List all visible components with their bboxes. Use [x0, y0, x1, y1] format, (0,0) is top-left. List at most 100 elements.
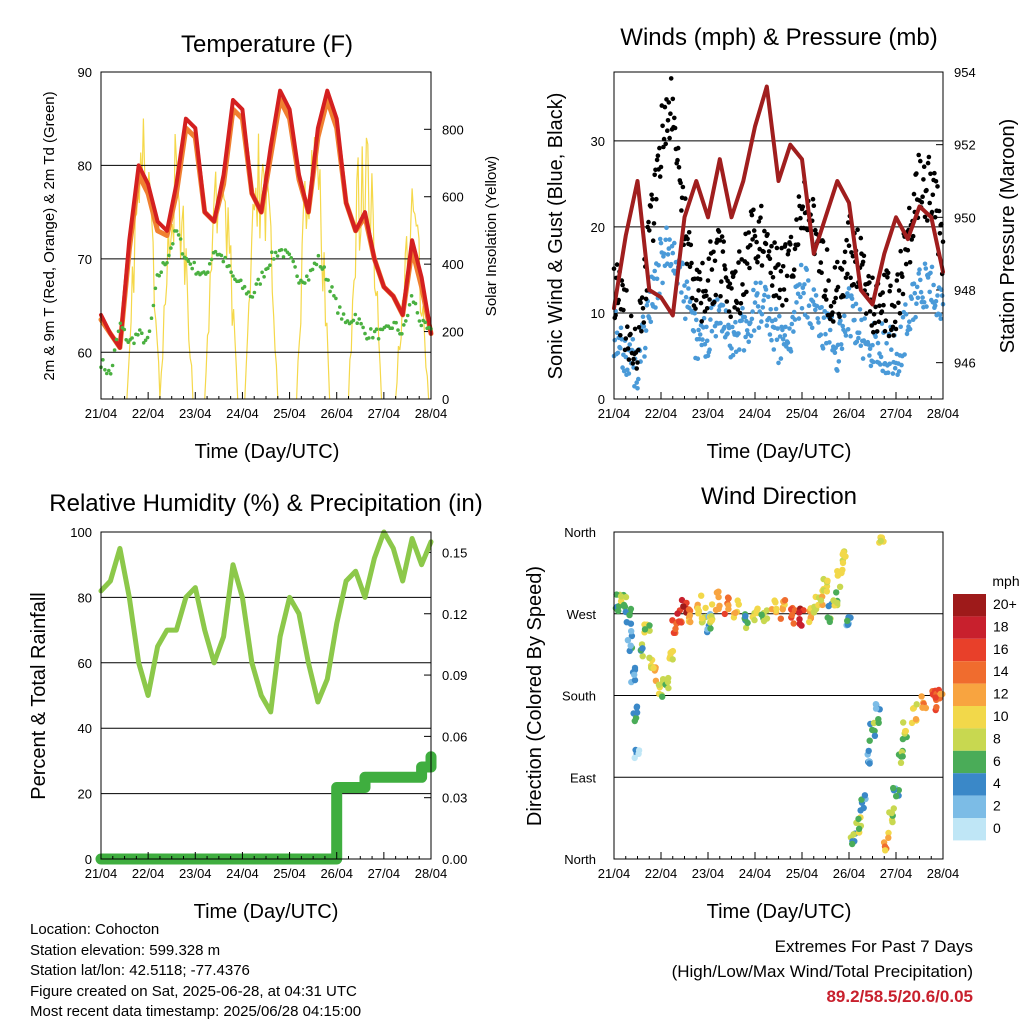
wind-point: [653, 305, 658, 310]
dewpoint-point: [396, 328, 400, 332]
dewpoint-point: [219, 253, 224, 258]
solar-insolation-line: [204, 171, 239, 400]
direction-point: [897, 759, 905, 766]
wind-point: [620, 365, 625, 370]
direction-point: [860, 804, 867, 812]
wind-point: [737, 347, 742, 352]
direction-point: [902, 728, 909, 735]
rh-chart-title: Relative Humidity (%) & Precipitation (i…: [49, 490, 482, 517]
direction-point: [631, 676, 639, 684]
direction-point: [773, 605, 780, 613]
x-tick-label: 26/04: [833, 406, 866, 421]
dewpoint-point: [330, 285, 334, 289]
gust-point: [867, 280, 872, 285]
wind-point: [819, 305, 824, 310]
gust-point: [632, 326, 638, 332]
gust-point: [649, 192, 654, 198]
y2-tick-label: 200: [442, 325, 464, 340]
wind-point: [694, 317, 699, 323]
direction-point: [628, 628, 635, 635]
gust-point: [722, 263, 727, 268]
x-tick-label: 25/04: [273, 866, 306, 881]
wind-point: [885, 370, 891, 376]
gust-point: [835, 259, 840, 265]
wind-point: [898, 324, 903, 330]
gust-point: [886, 333, 892, 339]
direction-point: [861, 792, 869, 799]
direction-point: [807, 613, 815, 621]
direction-point: [633, 709, 641, 716]
gust-point: [712, 299, 717, 305]
direction-point: [918, 693, 925, 700]
gust-point: [705, 278, 711, 283]
legend-swatch: [953, 706, 986, 729]
dewpoint-point: [256, 277, 261, 282]
gust-point: [848, 275, 853, 281]
gust-point: [655, 153, 661, 158]
wind-point: [756, 325, 762, 331]
dewpoint-point: [351, 318, 356, 323]
dewpoint-point: [167, 253, 171, 258]
gust-point: [718, 294, 723, 299]
wind-point: [931, 282, 936, 288]
wind-point: [846, 286, 852, 291]
dewpoint-point: [180, 252, 185, 256]
legend-label: 8: [993, 730, 1001, 746]
temp-chart-title: Temperature (F): [181, 31, 353, 58]
wind-point: [875, 340, 881, 346]
gust-point: [855, 227, 860, 233]
y-tick-label: 10: [591, 306, 605, 321]
gust-point: [844, 237, 849, 243]
direction-point: [659, 693, 666, 700]
wind-point: [750, 309, 755, 314]
wind-point: [744, 318, 749, 324]
gust-point: [625, 346, 631, 351]
y-tick-label: 60: [78, 656, 92, 671]
direction-point: [849, 840, 856, 848]
dewpoint-point: [227, 264, 231, 268]
direction-point: [635, 747, 643, 754]
gust-point: [794, 217, 799, 222]
dewpoint-point: [112, 348, 117, 352]
wind-point: [741, 348, 747, 353]
gust-point: [896, 300, 901, 306]
wind-point: [842, 329, 848, 335]
gust-point: [660, 123, 665, 129]
station-location: Location: Cohocton: [30, 921, 160, 938]
wind-point: [866, 342, 871, 347]
legend-label: 0: [993, 820, 1001, 836]
wind-point: [708, 317, 713, 322]
direction-point: [823, 588, 831, 595]
y-tick-label: 20: [591, 220, 605, 235]
gust-point: [657, 174, 663, 179]
y-tick-label: 20: [78, 787, 92, 802]
wind-point: [739, 318, 744, 323]
wind-point: [642, 354, 647, 359]
dewpoint-point: [186, 259, 191, 264]
wind-point: [749, 316, 755, 322]
wind-point: [635, 386, 640, 391]
gust-point: [823, 288, 828, 293]
legend-label: 10: [993, 708, 1009, 724]
wind-y-label: Sonic Wind & Gust (Blue, Black): [545, 93, 567, 380]
wind-point: [836, 359, 842, 364]
wind-point: [769, 337, 774, 343]
wind-point: [838, 318, 843, 324]
wind-point: [792, 317, 798, 322]
wind-point: [634, 380, 639, 385]
direction-point: [669, 647, 677, 655]
direction-point: [771, 597, 778, 604]
gust-point: [732, 305, 737, 310]
gust-point: [850, 253, 856, 259]
dewpoint-point: [171, 242, 175, 246]
direction-point: [885, 829, 892, 837]
dewpoint-point: [252, 290, 257, 295]
wind-point: [657, 236, 663, 242]
gust-point: [910, 233, 916, 239]
gust-point: [827, 316, 833, 322]
direction-point: [665, 674, 672, 682]
dewpoint-point: [122, 327, 127, 332]
direction-point: [796, 609, 803, 616]
dewpoint-point: [153, 286, 158, 291]
gust-point: [800, 204, 806, 209]
